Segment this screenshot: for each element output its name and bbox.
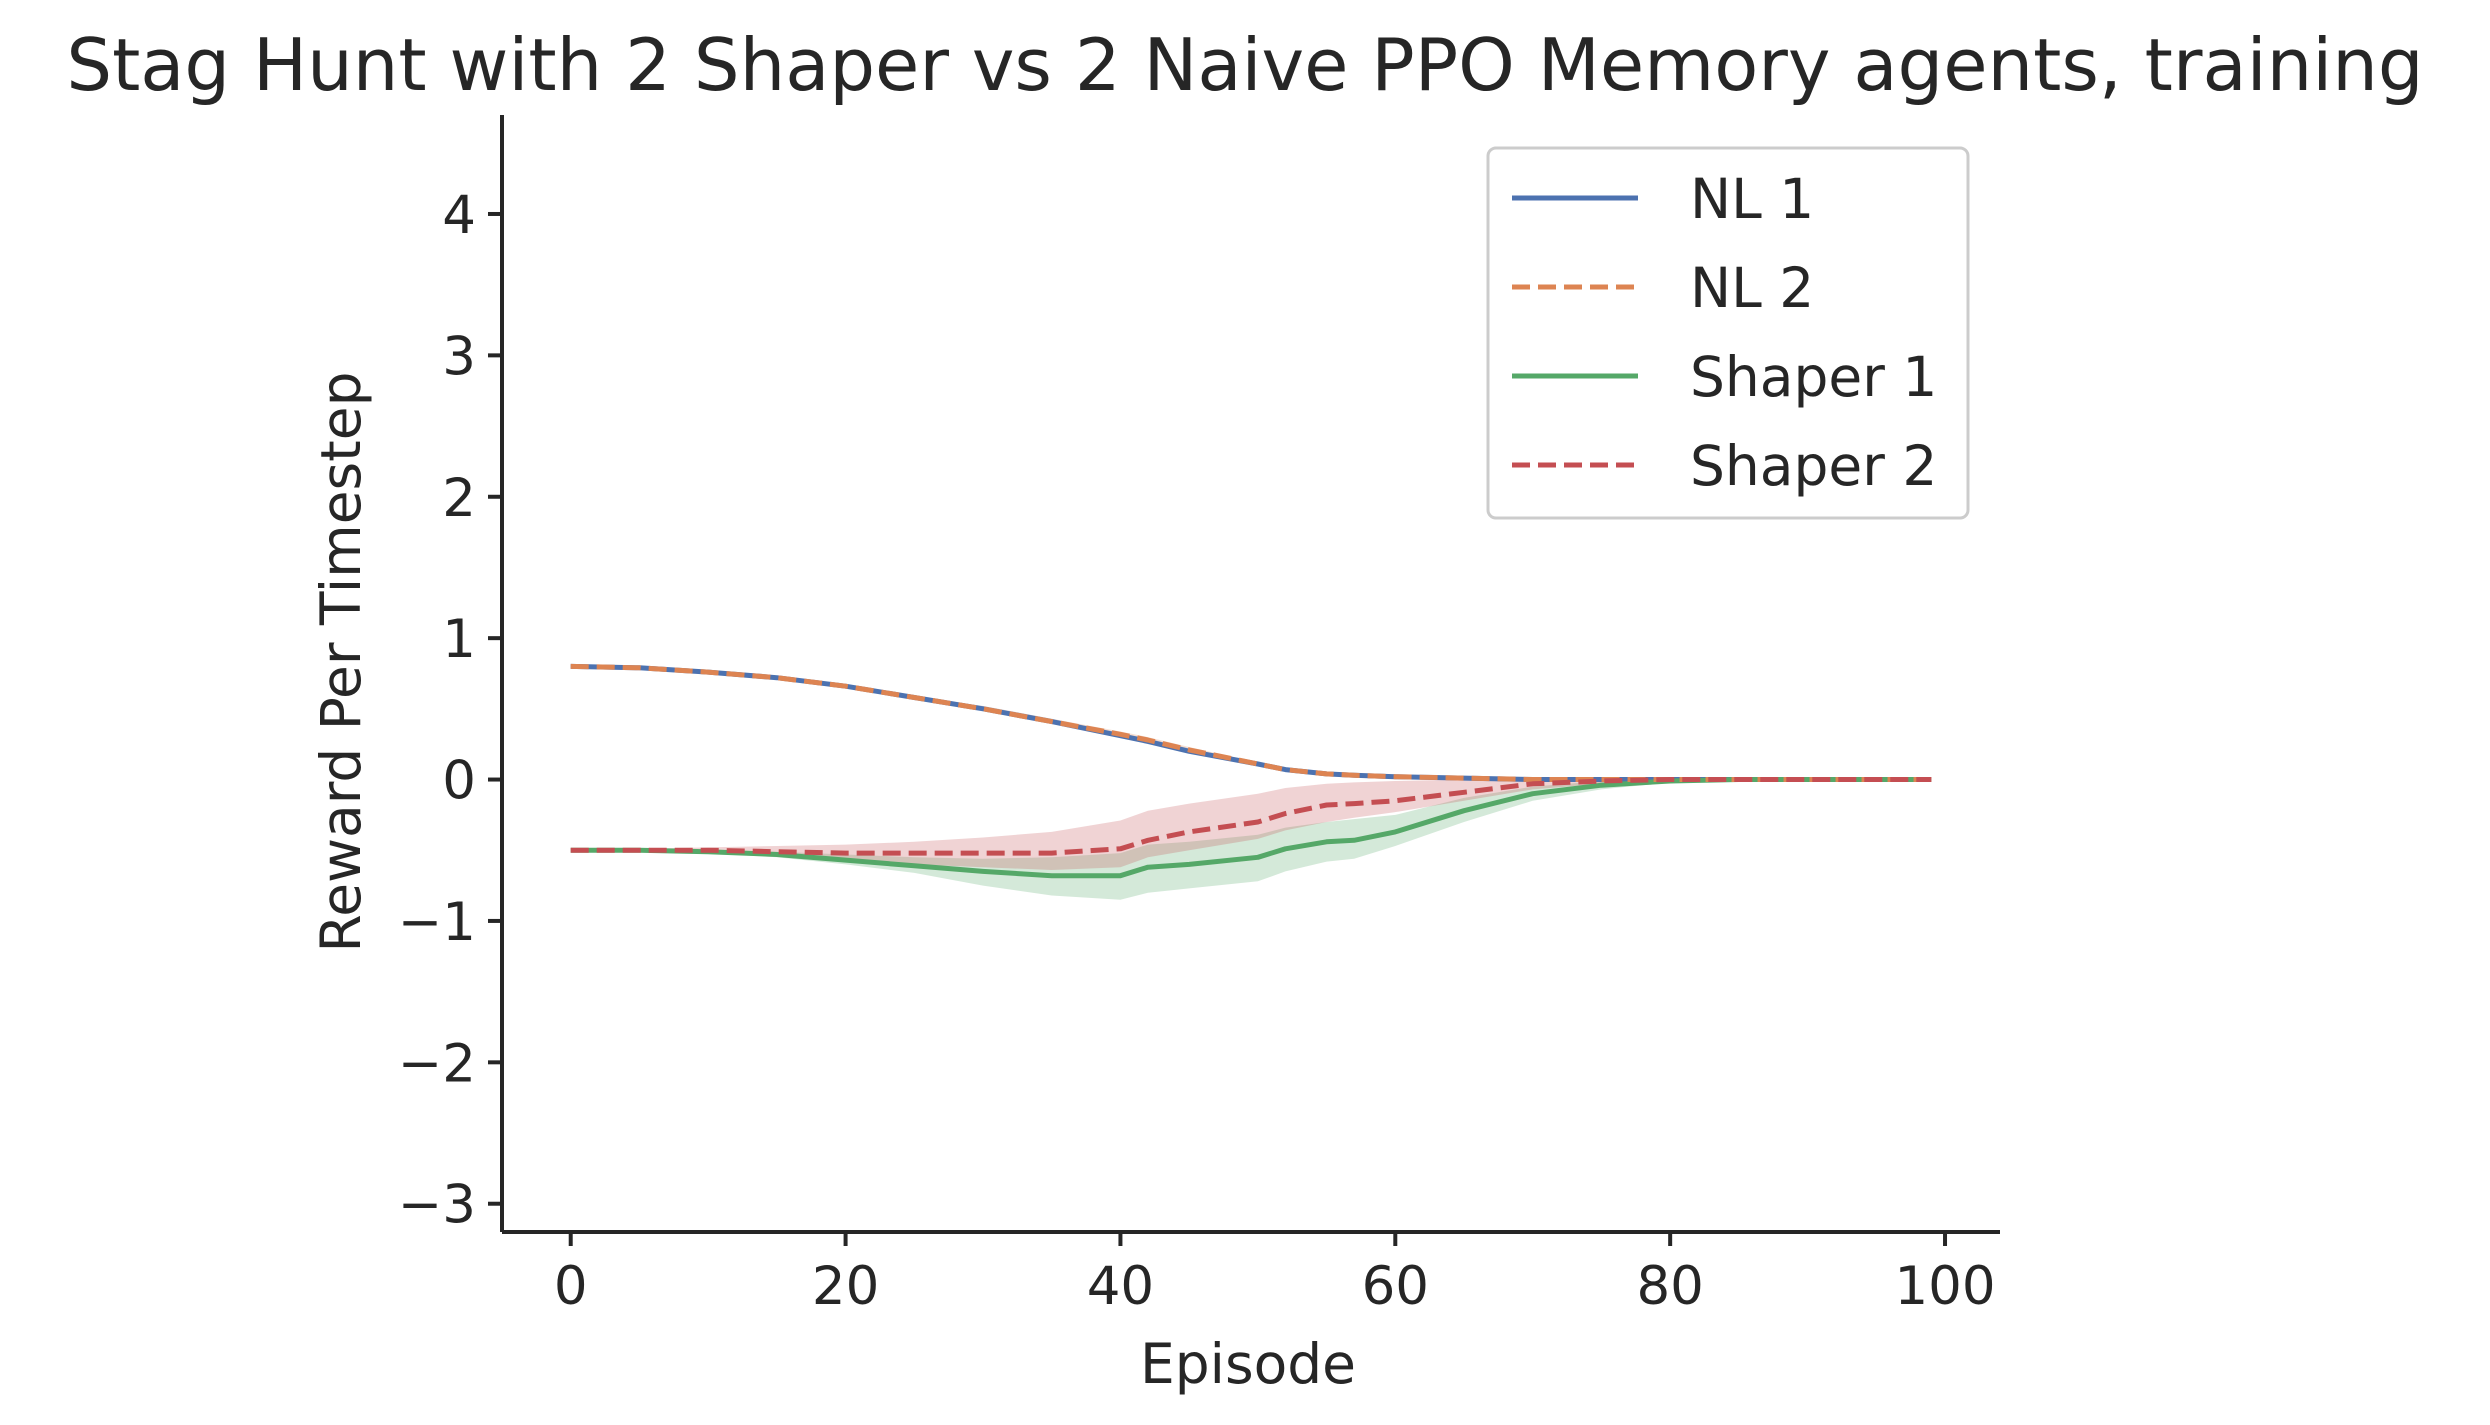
legend-label-1: NL 1 [1690, 167, 1814, 231]
y-tick-label: 0 [442, 751, 476, 812]
y-tick-label: 1 [442, 609, 476, 670]
x-tick-label: 100 [1894, 1256, 1995, 1317]
x-tick-label: 20 [812, 1256, 879, 1317]
legend-label-4: Shaper 2 [1690, 434, 1937, 498]
legend-box [1486, 146, 1970, 520]
y-tick-label: −3 [398, 1175, 476, 1236]
legend-label-2: NL 2 [1690, 256, 1814, 320]
chart-title: Stag Hunt with 2 Shaper vs 2 Naive PPO M… [66, 23, 2423, 107]
series-lines [570, 663, 1932, 879]
band-series-3 [570, 779, 1932, 900]
y-tick-label: 3 [442, 326, 476, 387]
legend-label-3: Shaper 1 [1690, 345, 1937, 409]
confidence-bands [570, 665, 1932, 900]
y-tick-label: 4 [442, 185, 476, 246]
y-tick-label: −1 [398, 892, 476, 953]
x-tick-label: 80 [1636, 1256, 1703, 1317]
line-series-4 [570, 777, 1932, 856]
x-tick-label: 60 [1362, 1256, 1429, 1317]
x-tick-label: 0 [554, 1256, 588, 1317]
y-axis-label: Reward Per Timestep [309, 371, 373, 952]
y-tick-label: −2 [398, 1033, 476, 1094]
legend: NL 1 NL 2 Shaper 1 Shaper 2 [1486, 146, 1970, 520]
x-axis-label: Episode [1140, 1332, 1356, 1396]
y-tick-label: 2 [442, 468, 476, 529]
line-series-2 [570, 663, 1932, 782]
axes: 0 20 40 60 80 100 −3 −2 −1 0 1 2 3 4 [398, 115, 2000, 1317]
x-tick-label: 40 [1087, 1256, 1154, 1317]
